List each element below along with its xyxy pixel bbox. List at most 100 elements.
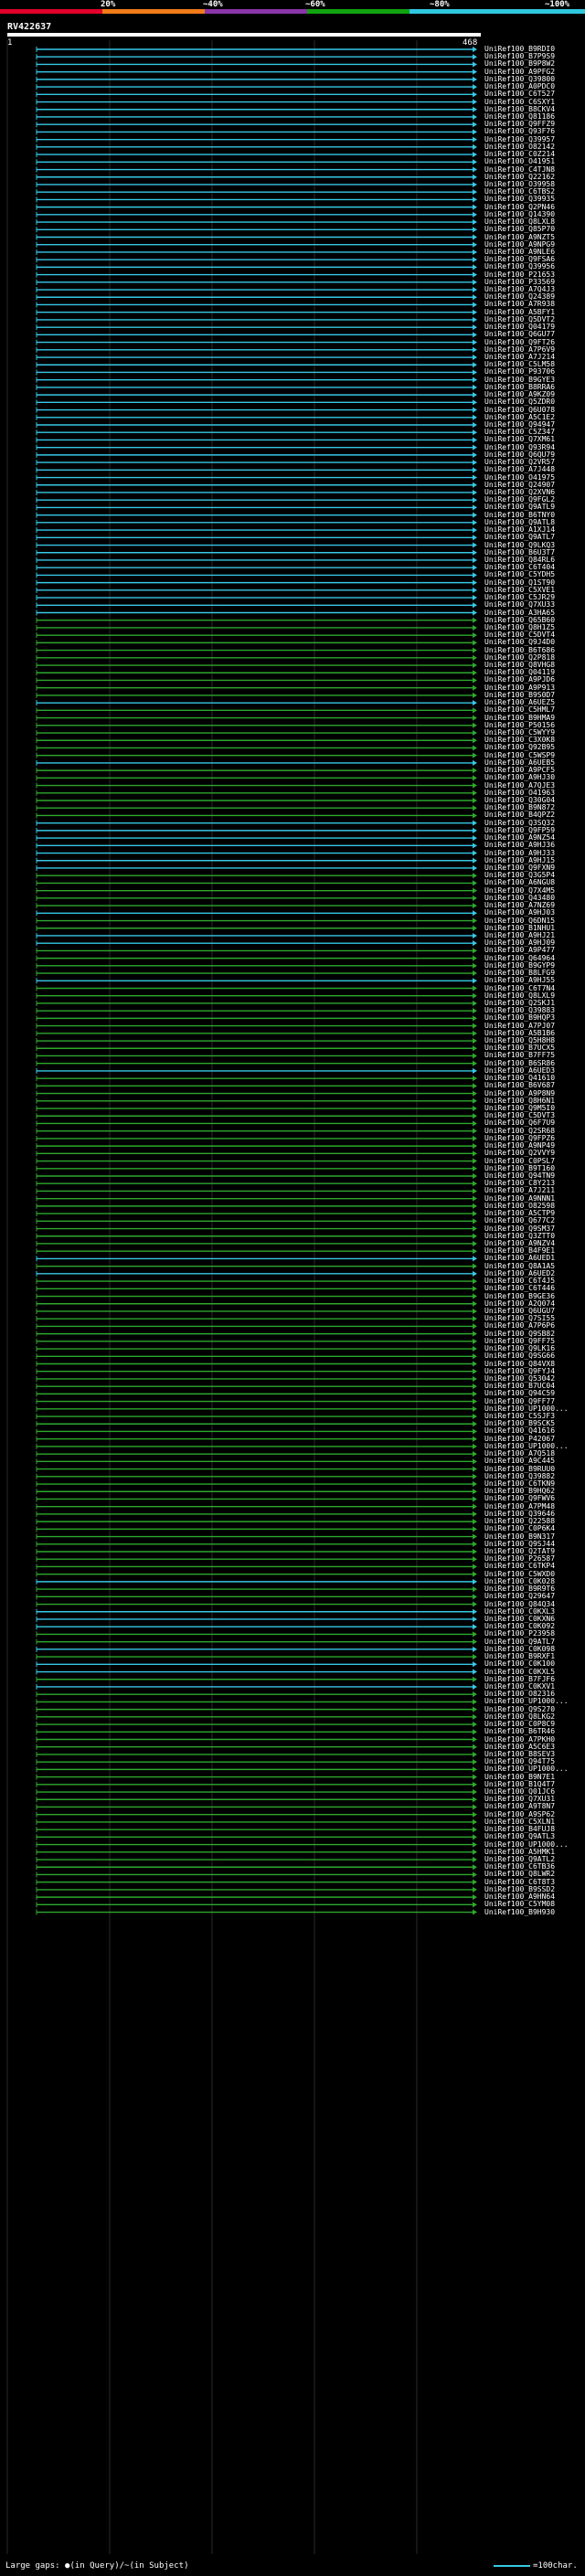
hit-label[interactable]: UniRef100_Q30G04 <box>484 796 556 804</box>
hit-label[interactable]: UniRef100_A5BFY1 <box>484 307 556 316</box>
hit-label[interactable]: UniRef100_C5Z347 <box>484 428 556 437</box>
hit-label[interactable]: UniRef100_Q9ATL3 <box>484 1832 556 1841</box>
hit-label[interactable]: UniRef100_B1NHU1 <box>484 923 556 932</box>
hit-label[interactable]: UniRef100_A9NLE6 <box>484 247 556 256</box>
hit-label[interactable]: UniRef100_Q93R94 <box>484 442 556 451</box>
hit-label[interactable]: UniRef100_B9SCK5 <box>484 1419 556 1428</box>
hit-label[interactable]: UniRef100_C5WSP9 <box>484 750 556 759</box>
hit-label[interactable]: UniRef100_B7UCX5 <box>484 1044 556 1053</box>
hit-label[interactable]: UniRef100_Q8H1Z5 <box>484 622 556 631</box>
hit-label[interactable]: UniRef100_A7PKH0 <box>484 1734 556 1744</box>
hit-label[interactable]: UniRef100_Q41616 <box>484 1426 556 1436</box>
hit-label[interactable]: UniRef100_Q39800 <box>484 74 556 83</box>
hit-label[interactable]: UniRef100_A7J211 <box>484 1186 556 1195</box>
hit-label[interactable]: UniRef100_A9PFG2 <box>484 67 556 76</box>
hit-label[interactable]: UniRef100_Q84RL6 <box>484 555 556 564</box>
hit-label[interactable]: UniRef100_Q43480 <box>484 893 556 902</box>
hit-label[interactable]: UniRef100_C5YDH5 <box>484 570 556 579</box>
hit-label[interactable]: UniRef100_A9NNN1 <box>484 1193 556 1203</box>
hit-label[interactable]: UniRef100_C5YM08 <box>484 1900 556 1909</box>
hit-label[interactable]: UniRef100_Q7XU31 <box>484 1795 556 1804</box>
hit-label[interactable]: UniRef100_A9SP62 <box>484 1809 556 1818</box>
hit-label[interactable]: UniRef100_C0K098 <box>484 1644 556 1653</box>
hit-label[interactable]: UniRef100_C5XVE1 <box>484 585 556 594</box>
hit-label[interactable]: UniRef100_Q9ATL8 <box>484 517 556 526</box>
hit-label[interactable]: UniRef100_UP1000... <box>484 1697 569 1706</box>
hit-label[interactable]: UniRef100_A9HN64 <box>484 1892 556 1902</box>
hit-label[interactable]: UniRef100_B9S0D7 <box>484 690 556 699</box>
hit-label[interactable]: UniRef100_O41963 <box>484 788 556 797</box>
hit-label[interactable]: UniRef100_B9RDI0 <box>484 45 556 53</box>
hit-label[interactable]: UniRef100_C0K100 <box>484 1659 556 1669</box>
hit-label[interactable]: UniRef100_B1Q4T7 <box>484 1779 556 1788</box>
hit-label[interactable]: UniRef100_Q64964 <box>484 953 556 962</box>
hit-label[interactable]: UniRef100_Q9FYJ4 <box>484 1366 556 1375</box>
hit-label[interactable]: UniRef100_B9GYE3 <box>484 375 556 384</box>
hit-label[interactable]: UniRef100_C6T404 <box>484 563 556 572</box>
hit-label[interactable]: UniRef100_B8RRA6 <box>484 382 556 391</box>
hit-label[interactable]: UniRef100_Q9FT26 <box>484 337 556 346</box>
hit-label[interactable]: UniRef100_Q9SM37 <box>484 1224 556 1233</box>
hit-label[interactable]: UniRef100_Q2PN46 <box>484 202 556 211</box>
hit-label[interactable]: UniRef100_C0KXL5 <box>484 1667 556 1676</box>
hit-label[interactable]: UniRef100_A9NZV4 <box>484 1238 556 1247</box>
hit-label[interactable]: UniRef100_A9T8N7 <box>484 1802 556 1811</box>
hit-label[interactable]: UniRef100_C0P8C9 <box>484 1720 556 1729</box>
hit-label[interactable]: UniRef100_B6TNY0 <box>484 510 556 519</box>
hit-label[interactable]: UniRef100_Q9SB82 <box>484 1329 556 1338</box>
hit-label[interactable]: UniRef100_Q677C2 <box>484 1216 556 1225</box>
hit-label[interactable]: UniRef100_B6TR46 <box>484 1727 556 1736</box>
hit-label[interactable]: UniRef100_Q39956 <box>484 262 556 271</box>
hit-label[interactable]: UniRef100_Q3ZTT0 <box>484 1231 556 1240</box>
hit-label[interactable]: UniRef100_C5LM58 <box>484 360 556 369</box>
hit-label[interactable]: UniRef100_Q9SJ44 <box>484 1539 556 1548</box>
hit-label[interactable]: UniRef100_A9NPG9 <box>484 239 556 249</box>
hit-label[interactable]: UniRef100_A9P8N9 <box>484 1088 556 1097</box>
hit-label[interactable]: UniRef100_A5C6E3 <box>484 1742 556 1751</box>
hit-label[interactable]: UniRef100_A6NGU8 <box>484 878 556 887</box>
hit-label[interactable]: UniRef100_Q24907 <box>484 480 556 489</box>
hit-label[interactable]: UniRef100_Q9ATL2 <box>484 1855 556 1864</box>
hit-label[interactable]: UniRef100_C6T446 <box>484 1284 556 1293</box>
hit-label[interactable]: UniRef100_Q8LXL9 <box>484 991 556 1000</box>
hit-label[interactable]: UniRef100_Q8H6N1 <box>484 1096 556 1105</box>
hit-label[interactable]: UniRef100_B8SEV3 <box>484 1749 556 1758</box>
hit-label[interactable]: UniRef100_Q9FGL2 <box>484 495 556 504</box>
hit-label[interactable]: UniRef100_A9HJ30 <box>484 773 556 782</box>
hit-label[interactable]: UniRef100_A6UEB5 <box>484 758 556 767</box>
hit-label[interactable]: UniRef100_C0Z214 <box>484 150 556 159</box>
hit-label[interactable]: UniRef100_B7FF75 <box>484 1051 556 1060</box>
hit-label[interactable]: UniRef100_A9KZ09 <box>484 390 556 399</box>
hit-label[interactable]: UniRef100_O41975 <box>484 472 556 482</box>
hit-label[interactable]: UniRef100_C6TKP4 <box>484 1562 556 1571</box>
hit-label[interactable]: UniRef100_B9N872 <box>484 803 556 812</box>
hit-label[interactable]: UniRef100_B9HQP3 <box>484 1013 556 1023</box>
hit-label[interactable]: UniRef100_A9PJD6 <box>484 675 556 684</box>
hit-label[interactable]: UniRef100_UP1000... <box>484 1404 569 1413</box>
hit-label[interactable]: UniRef100_Q9LK16 <box>484 1344 556 1353</box>
hit-label[interactable]: UniRef100_Q5H8H8 <box>484 1036 556 1045</box>
hit-label[interactable]: UniRef100_P21653 <box>484 270 556 279</box>
hit-label[interactable]: UniRef100_B6U3T7 <box>484 547 556 557</box>
hit-label[interactable]: UniRef100_B9SSD2 <box>484 1884 556 1893</box>
hit-label[interactable]: UniRef100_Q9S270 <box>484 1704 556 1713</box>
hit-label[interactable]: UniRef100_A9HJ33 <box>484 848 556 857</box>
hit-label[interactable]: UniRef100_Q6UGU7 <box>484 1306 556 1315</box>
hit-label[interactable]: UniRef100_O82598 <box>484 1201 556 1210</box>
hit-label[interactable]: UniRef100_Q7X4M5 <box>484 885 556 895</box>
hit-label[interactable]: UniRef100_Q9ATL7 <box>484 533 556 542</box>
hit-label[interactable]: UniRef100_Q7SI55 <box>484 1314 556 1323</box>
hit-label[interactable]: UniRef100_B6T686 <box>484 645 556 654</box>
hit-label[interactable]: UniRef100_C5JR29 <box>484 593 556 602</box>
hit-label[interactable]: UniRef100_B9R9T6 <box>484 1585 556 1594</box>
hit-label[interactable]: UniRef100_Q9FF77 <box>484 1396 556 1405</box>
hit-label[interactable]: UniRef100_Q94T75 <box>484 1757 556 1766</box>
hit-label[interactable]: UniRef100_A6UED1 <box>484 1254 556 1263</box>
hit-label[interactable]: UniRef100_A7P6V9 <box>484 345 556 354</box>
hit-label[interactable]: UniRef100_Q6U078 <box>484 405 556 414</box>
hit-label[interactable]: UniRef100_C0KXV1 <box>484 1681 556 1691</box>
hit-label[interactable]: UniRef100_A9HJ09 <box>484 938 556 948</box>
hit-label[interactable]: UniRef100_Q9FP59 <box>484 825 556 834</box>
hit-label[interactable]: UniRef100_Q7XU33 <box>484 600 556 610</box>
hit-label[interactable]: UniRef100_C0K092 <box>484 1622 556 1631</box>
